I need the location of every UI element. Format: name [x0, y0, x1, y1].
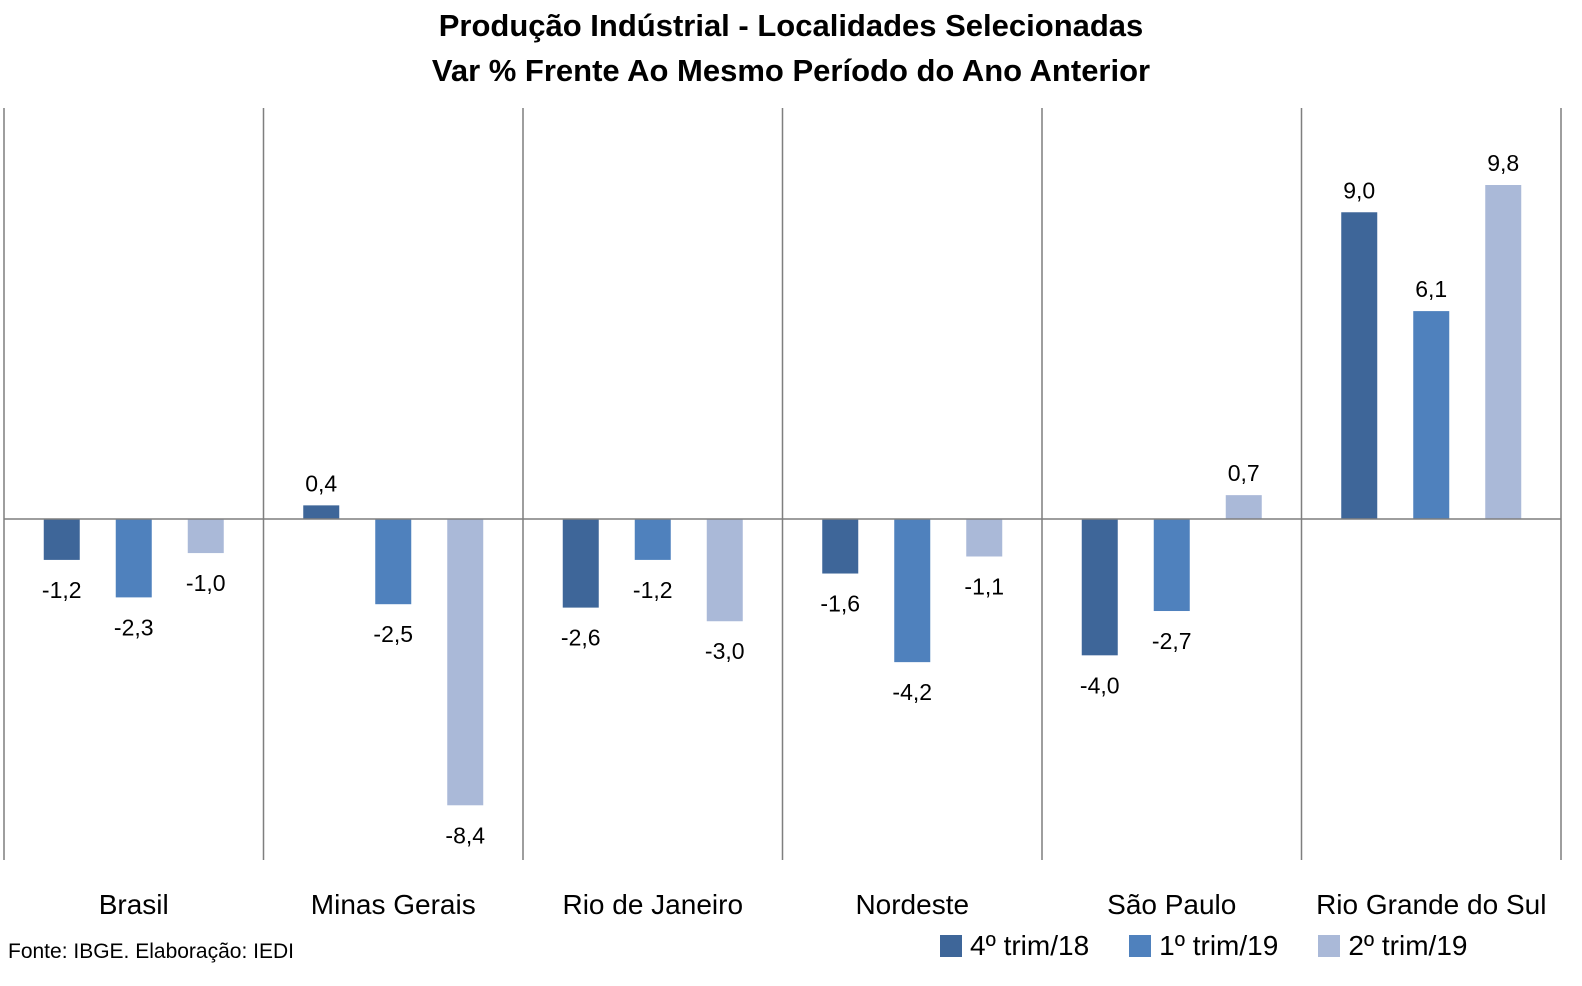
data-label: 6,1: [1415, 276, 1447, 302]
data-label: -2,3: [114, 614, 154, 640]
bar: [1485, 185, 1522, 519]
legend-swatch-series-2: [1129, 935, 1152, 957]
data-label: 9,8: [1487, 150, 1519, 176]
category-label: São Paulo: [1107, 889, 1236, 920]
bar: [115, 519, 152, 598]
data-label: -2,5: [373, 621, 413, 647]
bar: [43, 519, 80, 560]
category-label: Brasil: [99, 889, 169, 920]
bar: [375, 519, 412, 605]
data-label: 0,4: [305, 470, 337, 496]
chart-subtitle: Var % Frente Ao Mesmo Período do Ano Ant…: [431, 53, 1151, 88]
data-label: -2,7: [1152, 628, 1192, 654]
bar: [187, 519, 224, 554]
bar: [634, 519, 671, 560]
legend-item-series-2: 1º trim/19: [1129, 930, 1278, 962]
data-label: 0,7: [1228, 460, 1260, 486]
data-label: 9,0: [1343, 177, 1375, 203]
bar: [706, 519, 743, 622]
bar: [303, 505, 340, 519]
category-label: Minas Gerais: [311, 889, 476, 920]
data-label: -4,2: [892, 679, 932, 705]
bar: [1225, 495, 1262, 519]
data-label: -1,1: [964, 573, 1004, 599]
chart-title: Produção Indústrial - Localidades Seleci…: [438, 8, 1144, 43]
bar: [894, 519, 931, 663]
data-label: -3,0: [705, 638, 745, 664]
legend-item-series-3: 2º trim/19: [1318, 930, 1467, 962]
legend: 4º trim/18 1º trim/19 2º trim/19: [940, 930, 1467, 962]
legend-label-series-3: 2º trim/19: [1348, 930, 1468, 961]
legend-label-series-2: 1º trim/19: [1159, 930, 1279, 961]
data-label: -8,4: [445, 822, 485, 848]
data-label: -1,2: [42, 577, 82, 603]
bar: [1153, 519, 1190, 612]
bar: [822, 519, 859, 574]
legend-swatch-series-1: [940, 935, 962, 957]
legend-swatch-series-3: [1318, 935, 1341, 957]
bar: [1413, 311, 1450, 519]
data-label: -4,0: [1080, 672, 1120, 698]
data-label: -1,6: [820, 591, 860, 617]
bar: [562, 519, 599, 608]
legend-label-series-1: 4º trim/18: [970, 930, 1090, 961]
bar: [1081, 519, 1118, 656]
bar: [447, 519, 484, 806]
bar: [966, 519, 1003, 557]
data-label: -2,6: [561, 625, 601, 651]
category-label: Rio Grande do Sul: [1316, 889, 1546, 920]
category-label: Nordeste: [855, 889, 969, 920]
data-label: -1,0: [186, 570, 226, 596]
data-label: -1,2: [633, 577, 673, 603]
source-note: Fonte: IBGE. Elaboração: IEDI: [8, 940, 294, 963]
category-label: Rio de Janeiro: [562, 889, 743, 920]
bar: [1341, 212, 1378, 519]
legend-item-series-1: 4º trim/18: [940, 930, 1089, 962]
